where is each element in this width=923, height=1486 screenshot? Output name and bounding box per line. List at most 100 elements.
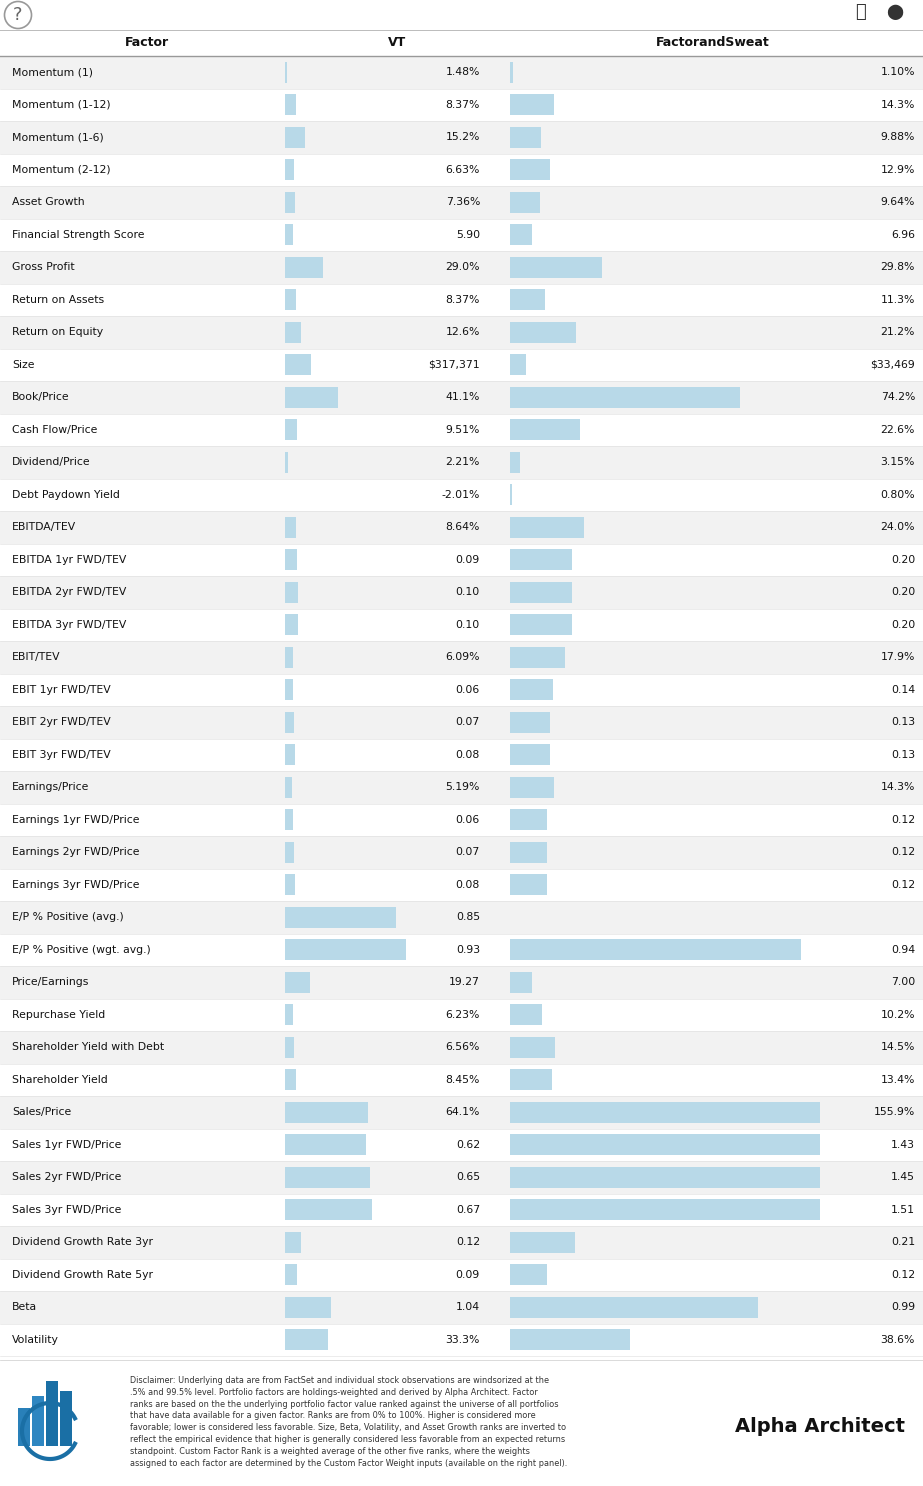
Text: 29.8%: 29.8% — [881, 262, 915, 272]
Text: 21.2%: 21.2% — [881, 327, 915, 337]
Text: EBIT/TEV: EBIT/TEV — [12, 652, 61, 663]
Text: Momentum (1-6): Momentum (1-6) — [12, 132, 103, 143]
Bar — [510, 1005, 542, 1025]
Text: 11.3%: 11.3% — [881, 294, 915, 305]
Text: 9.51%: 9.51% — [446, 425, 480, 435]
Bar — [0, 1097, 923, 1128]
Text: Book/Price: Book/Price — [12, 392, 69, 403]
Bar — [510, 290, 545, 311]
Text: Earnings 2yr FWD/Price: Earnings 2yr FWD/Price — [12, 847, 139, 857]
Bar — [285, 290, 296, 311]
Bar — [510, 1134, 820, 1155]
Bar — [285, 386, 339, 407]
Bar — [285, 744, 295, 765]
Text: Price/Earnings: Price/Earnings — [12, 978, 90, 987]
Text: FactorandSweat: FactorandSweat — [655, 37, 770, 49]
Text: E/P % Positive (avg.): E/P % Positive (avg.) — [12, 912, 124, 923]
Text: 9.88%: 9.88% — [881, 132, 915, 143]
Text: 0.65: 0.65 — [456, 1172, 480, 1183]
Bar — [0, 544, 923, 577]
Bar — [285, 1167, 369, 1187]
Text: Asset Growth: Asset Growth — [12, 198, 85, 207]
Text: 0.20: 0.20 — [891, 620, 915, 630]
Text: ?: ? — [13, 6, 23, 24]
Bar — [285, 614, 298, 635]
Bar — [285, 419, 297, 440]
Text: 29.0%: 29.0% — [446, 262, 480, 272]
Text: ⬤: ⬤ — [886, 4, 904, 19]
Bar — [0, 640, 923, 673]
Bar — [0, 966, 923, 999]
Text: 0.12: 0.12 — [891, 1269, 915, 1279]
Bar — [285, 354, 311, 374]
Text: 0.21: 0.21 — [891, 1238, 915, 1247]
Text: Return on Equity: Return on Equity — [12, 327, 103, 337]
Bar — [510, 1265, 547, 1285]
Bar — [0, 251, 923, 284]
Bar — [18, 1409, 30, 1446]
Bar — [510, 679, 554, 700]
Text: 6.23%: 6.23% — [446, 1010, 480, 1019]
Bar — [510, 777, 555, 798]
Bar — [0, 933, 923, 966]
Bar — [510, 744, 550, 765]
Text: 0.99: 0.99 — [891, 1302, 915, 1312]
Text: Shareholder Yield with Debt: Shareholder Yield with Debt — [12, 1042, 164, 1052]
Bar — [0, 1324, 923, 1357]
Text: Sales 2yr FWD/Price: Sales 2yr FWD/Price — [12, 1172, 122, 1183]
Text: 5.19%: 5.19% — [446, 782, 480, 792]
Bar — [285, 1199, 372, 1220]
Text: 74.2%: 74.2% — [881, 392, 915, 403]
Text: 0.12: 0.12 — [891, 847, 915, 857]
Text: 1.10%: 1.10% — [881, 67, 915, 77]
Bar — [285, 646, 293, 667]
Text: 0.20: 0.20 — [891, 587, 915, 597]
Text: 0.06: 0.06 — [456, 685, 480, 695]
Text: EBITDA 3yr FWD/TEV: EBITDA 3yr FWD/TEV — [12, 620, 126, 630]
Bar — [0, 673, 923, 706]
Bar — [0, 349, 923, 380]
Text: 0.08: 0.08 — [456, 750, 480, 759]
Text: 0.12: 0.12 — [891, 814, 915, 825]
Bar — [285, 1330, 329, 1351]
Bar — [0, 380, 923, 413]
Text: 0.06: 0.06 — [456, 814, 480, 825]
Text: 0.12: 0.12 — [891, 880, 915, 890]
Bar — [0, 1128, 923, 1161]
Bar — [285, 224, 293, 245]
Text: 0.14: 0.14 — [891, 685, 915, 695]
Text: 64.1%: 64.1% — [446, 1107, 480, 1117]
Text: 0.09: 0.09 — [456, 554, 480, 565]
Bar — [285, 517, 296, 538]
Bar — [510, 159, 550, 180]
Bar — [0, 153, 923, 186]
Bar — [46, 1380, 58, 1446]
Text: Repurchase Yield: Repurchase Yield — [12, 1010, 105, 1019]
Bar — [510, 419, 580, 440]
Text: EBIT 2yr FWD/TEV: EBIT 2yr FWD/TEV — [12, 718, 111, 727]
Text: 0.12: 0.12 — [456, 1238, 480, 1247]
Text: 8.37%: 8.37% — [446, 294, 480, 305]
Bar — [510, 354, 525, 374]
Text: 6.09%: 6.09% — [446, 652, 480, 663]
Bar — [285, 777, 292, 798]
Text: 8.45%: 8.45% — [446, 1074, 480, 1085]
Bar — [285, 62, 287, 83]
Text: 19.27: 19.27 — [450, 978, 480, 987]
Text: 0.08: 0.08 — [456, 880, 480, 890]
Text: EBIT 3yr FWD/TEV: EBIT 3yr FWD/TEV — [12, 750, 111, 759]
Text: Shareholder Yield: Shareholder Yield — [12, 1074, 108, 1085]
Bar — [510, 62, 513, 83]
Bar — [0, 120, 923, 153]
Bar — [285, 1265, 296, 1285]
Text: 5.90: 5.90 — [456, 230, 480, 239]
Bar — [510, 1037, 555, 1058]
Text: 13.4%: 13.4% — [881, 1074, 915, 1085]
Text: 7.00: 7.00 — [891, 978, 915, 987]
Bar — [285, 257, 323, 278]
Bar — [285, 126, 305, 147]
Bar — [0, 739, 923, 771]
Text: 0.80%: 0.80% — [881, 490, 915, 499]
Bar — [510, 843, 547, 863]
Text: 24.0%: 24.0% — [881, 522, 915, 532]
